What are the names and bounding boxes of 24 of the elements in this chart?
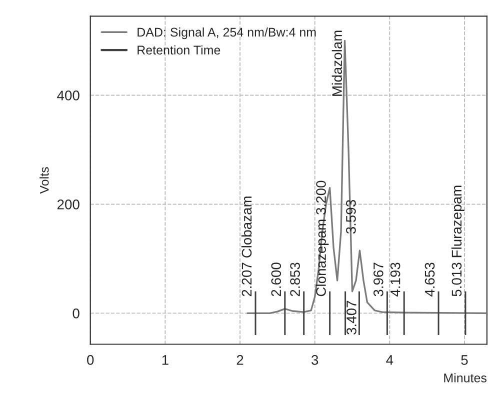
x-tick-label: 0 — [87, 355, 94, 365]
annotation: Clonazepam 3.200 — [316, 180, 329, 296]
y-axis-title: Volts — [40, 167, 49, 194]
x-tick-label: 4 — [386, 355, 394, 365]
annotation: 5.013 Flurazepam — [451, 186, 464, 296]
annotation: 3.593 — [346, 200, 356, 234]
x-tick-label: 2 — [236, 355, 244, 365]
x-tick-label: 3 — [312, 355, 318, 365]
annotation: 2.853 — [290, 262, 300, 296]
legend-label: Retention Time — [138, 45, 220, 55]
annotation: Midazolam — [332, 30, 342, 96]
annotation: 2.207 Clobazam — [241, 196, 252, 296]
x-tick-label: 1 — [162, 355, 168, 365]
y-tick-label: 0 — [72, 308, 80, 318]
annotation: 2.600 — [271, 262, 282, 296]
annotation: 3.967 — [373, 262, 384, 296]
annotation: 4.193 — [390, 262, 400, 297]
x-axis-title: Minutes — [444, 373, 486, 382]
legend-label: DAD: Signal A, 254 nm/Bw:4 nm — [138, 27, 316, 40]
annotation: 4.653 — [424, 262, 435, 297]
x-tick-label: 5 — [461, 355, 468, 365]
annotation: 3.407 — [346, 300, 356, 334]
y-tick-label: 400 — [57, 90, 80, 100]
y-tick-label: 200 — [57, 200, 80, 210]
